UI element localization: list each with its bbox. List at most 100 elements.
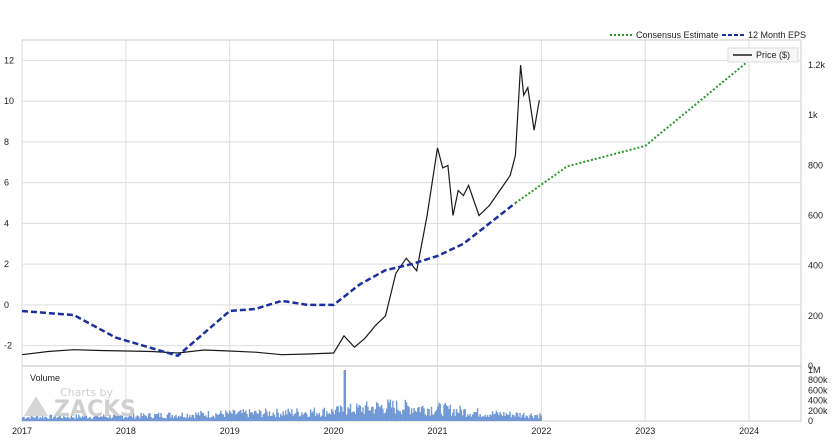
volume-bar bbox=[233, 410, 236, 421]
volume-tick-label: 600k bbox=[808, 385, 828, 395]
volume-bar bbox=[329, 414, 332, 421]
volume-bar bbox=[197, 412, 200, 421]
volume-bar bbox=[100, 416, 102, 421]
volume-bar bbox=[237, 411, 240, 421]
volume-bar bbox=[88, 417, 90, 421]
volume-bar bbox=[255, 410, 257, 421]
volume-bar bbox=[41, 416, 44, 421]
volume-bar bbox=[63, 414, 65, 421]
volume-bar bbox=[43, 418, 45, 421]
volume-bar bbox=[535, 415, 537, 421]
legend-price-box bbox=[727, 47, 799, 63]
volume-bar bbox=[425, 415, 428, 421]
volume-bar bbox=[174, 416, 176, 421]
volume-bar bbox=[515, 412, 517, 421]
volume-bar bbox=[124, 417, 126, 421]
price-series-line bbox=[21, 65, 540, 356]
volume-bar bbox=[392, 400, 394, 421]
volume-bar bbox=[318, 412, 321, 421]
volume-bar bbox=[539, 413, 541, 421]
volume-bar bbox=[445, 405, 448, 421]
volume-bar bbox=[202, 413, 205, 421]
volume-bar bbox=[131, 417, 134, 421]
volume-bar bbox=[423, 408, 425, 421]
volume-bar bbox=[339, 405, 342, 421]
volume-bar bbox=[71, 417, 74, 421]
volume-bar bbox=[194, 418, 196, 421]
volume-bar bbox=[80, 417, 82, 421]
volume-bar bbox=[58, 416, 60, 421]
volume-bar bbox=[205, 415, 207, 421]
volume-bar bbox=[240, 409, 242, 421]
volume-bar bbox=[394, 413, 397, 421]
volume-bar bbox=[179, 416, 181, 421]
volume-bar bbox=[433, 414, 435, 421]
volume-bar bbox=[370, 406, 373, 421]
zacks-watermark: Charts by ZACKS bbox=[24, 386, 136, 422]
volume-bar bbox=[372, 406, 374, 421]
volume-bar bbox=[461, 415, 464, 421]
volume-bar bbox=[213, 417, 216, 421]
volume-bar bbox=[136, 415, 139, 421]
volume-bar bbox=[195, 412, 197, 421]
volume-bar bbox=[44, 416, 46, 421]
volume-bar bbox=[215, 413, 217, 421]
volume-bar bbox=[189, 415, 191, 421]
volume-bar bbox=[404, 399, 407, 421]
volume-bar bbox=[28, 417, 30, 421]
volume-bar bbox=[418, 406, 420, 421]
volume-bar bbox=[309, 409, 312, 421]
volume-bar bbox=[296, 408, 298, 421]
volume-bar bbox=[407, 405, 409, 421]
volume-bar bbox=[206, 417, 208, 421]
volume-bar bbox=[286, 414, 288, 421]
volume-bar bbox=[203, 416, 206, 421]
volume-bar bbox=[208, 417, 211, 421]
x-tick-label: 2024 bbox=[739, 426, 759, 436]
volume-bar bbox=[288, 411, 291, 421]
volume-bar bbox=[475, 412, 478, 421]
volume-bar bbox=[358, 404, 360, 421]
volume-bar bbox=[442, 416, 444, 421]
volume-bar bbox=[212, 415, 215, 421]
volume-bar bbox=[38, 418, 40, 421]
volume-bar bbox=[336, 406, 338, 421]
volume-bar bbox=[24, 418, 26, 421]
volume-bar bbox=[169, 412, 171, 421]
volume-bar bbox=[245, 410, 247, 421]
volume-bar bbox=[94, 415, 96, 421]
y-right-tick-label: 200 bbox=[808, 311, 823, 321]
volume-bar bbox=[476, 408, 479, 421]
volume-bar bbox=[321, 415, 323, 421]
volume-bar bbox=[166, 414, 168, 421]
volume-bar bbox=[144, 415, 146, 421]
volume-bar bbox=[76, 417, 79, 421]
volume-bar bbox=[465, 416, 468, 421]
volume-bar bbox=[184, 417, 186, 421]
volume-bar bbox=[56, 417, 59, 421]
volume-bar bbox=[403, 409, 405, 421]
volume-bar bbox=[132, 413, 135, 421]
volume-bar bbox=[112, 414, 115, 421]
volume-bar bbox=[422, 405, 424, 421]
volume-bar bbox=[479, 414, 481, 421]
volume-bar bbox=[504, 416, 506, 421]
y-right-tick-label: 0 bbox=[808, 361, 813, 371]
volume-bar bbox=[538, 418, 540, 421]
volume-bar bbox=[503, 411, 505, 421]
volume-bar bbox=[483, 416, 485, 421]
volume-bar bbox=[319, 416, 322, 421]
volume-bar bbox=[466, 414, 469, 421]
volume-bar bbox=[488, 417, 490, 421]
volume-bar bbox=[221, 413, 223, 421]
volume-bar bbox=[105, 416, 107, 421]
volume-bar bbox=[176, 417, 178, 421]
volume-bar bbox=[368, 410, 370, 421]
volume-bar bbox=[326, 411, 328, 421]
volume-bar bbox=[79, 416, 81, 421]
volume-bar bbox=[304, 412, 307, 421]
volume-bar bbox=[270, 416, 272, 421]
volume-bar bbox=[427, 408, 429, 421]
volume-bar bbox=[256, 413, 258, 421]
volume-bar bbox=[115, 413, 117, 421]
